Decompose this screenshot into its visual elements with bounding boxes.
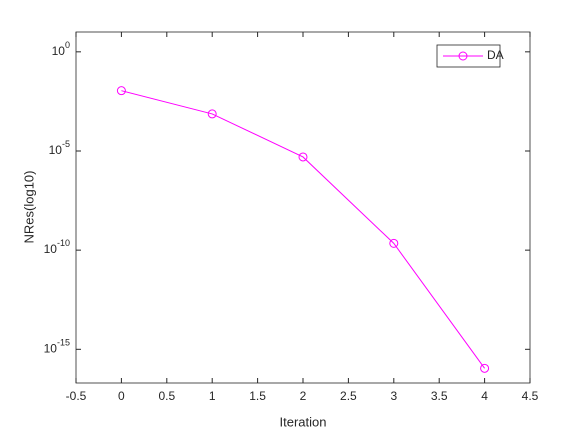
x-tick-label: 0.5 [158,389,175,403]
x-tick-label: 2.5 [340,389,357,403]
x-tick-label: 3.5 [431,389,448,403]
y-tick-label: 100 [52,40,70,58]
x-tick-label: 1.5 [249,389,266,403]
y-axis-label: NRes(log10) [21,171,36,244]
data-line [121,90,486,369]
legend-marker [458,51,468,61]
x-tick-label: 2 [300,389,307,403]
x-axis-label: Iteration [280,414,327,429]
data-point [207,109,217,119]
x-tick-label: 4.5 [522,389,539,403]
data-point [116,86,126,96]
x-tick-label: 4 [481,389,488,403]
x-tick-label: -0.5 [66,389,87,403]
legend-label: DA [487,48,504,62]
plot-area [75,31,531,384]
data-point [298,152,308,162]
x-tick-label: 3 [390,389,397,403]
y-tick-label: 10-10 [44,239,70,257]
x-tick-label: 0 [118,389,125,403]
data-point [389,238,399,248]
x-tick-label: 1 [209,389,216,403]
y-tick-label: 10-15 [44,338,70,356]
y-tick-label: 10-5 [49,139,70,157]
data-point [480,363,490,373]
